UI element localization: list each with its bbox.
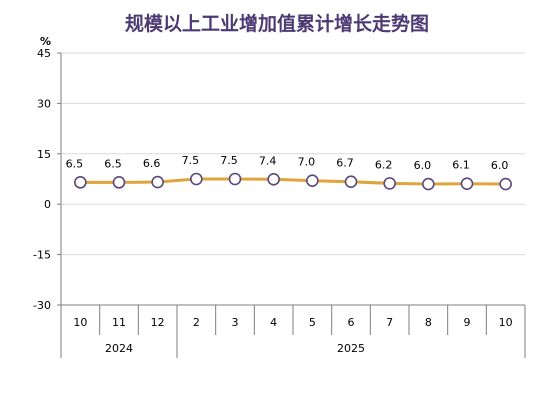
series-line [80, 177, 506, 186]
data-point [460, 177, 474, 191]
data-label: 6.6 [143, 157, 161, 170]
x-tick-label: 7 [386, 316, 393, 329]
y-axis-ticks: 45 30 15 0 -15 -30 [33, 47, 62, 312]
year-label: 2025 [337, 342, 365, 355]
data-point [151, 175, 164, 189]
data-label: 6.7 [336, 157, 354, 170]
y-tick-label: 15 [37, 148, 51, 161]
data-point [190, 172, 203, 186]
x-tick-label: 3 [232, 316, 239, 329]
data-point [344, 175, 358, 188]
data-point [383, 177, 396, 190]
x-tick-label: 11 [112, 316, 126, 329]
data-label: 6.5 [66, 157, 84, 170]
x-tick-label: 10 [499, 316, 513, 329]
chart-title: 规模以上工业增加值累计增长走势图 [125, 12, 429, 35]
data-point [499, 177, 512, 191]
x-tick-label: 12 [151, 316, 165, 329]
year-label: 2024 [105, 342, 133, 355]
x-axis: 10 11 12 2 3 4 5 6 7 8 9 10 2024 2025 [60, 304, 526, 358]
series-points [74, 172, 512, 191]
y-tick-label: -15 [33, 249, 51, 262]
data-point [306, 174, 319, 187]
y-axis-unit: % [40, 35, 51, 48]
data-label: 7.5 [182, 154, 200, 167]
data-label: 6.1 [452, 159, 470, 172]
y-tick-label: 30 [37, 97, 51, 110]
data-point [267, 173, 280, 186]
x-tick-label: 9 [464, 316, 471, 329]
x-tick-label: 4 [270, 316, 277, 329]
x-tick-label: 10 [73, 316, 87, 329]
data-point [112, 176, 126, 189]
data-label: 6.0 [414, 159, 432, 172]
y-tick-label: 45 [37, 47, 51, 60]
data-labels: 6.5 6.5 6.6 7.5 7.5 7.4 7.0 6.7 6.2 6.0 6.1 6.0 [66, 154, 509, 172]
x-tick-label: 5 [309, 316, 316, 329]
x-tick-label: 8 [425, 316, 432, 329]
data-label: 6.2 [375, 158, 393, 171]
y-tick-label: -30 [33, 299, 51, 312]
series-path [80, 177, 506, 186]
y-tick-label: 0 [44, 198, 51, 211]
x-tick-label: 2 [193, 316, 200, 329]
data-point [228, 172, 242, 186]
data-label: 7.0 [298, 156, 316, 169]
data-point [422, 177, 435, 191]
data-label: 7.4 [259, 154, 277, 167]
data-label: 7.5 [220, 154, 238, 167]
x-tick-label: 6 [348, 316, 355, 329]
data-point [74, 176, 87, 189]
data-label: 6.0 [491, 159, 509, 172]
data-label: 6.5 [104, 157, 122, 170]
